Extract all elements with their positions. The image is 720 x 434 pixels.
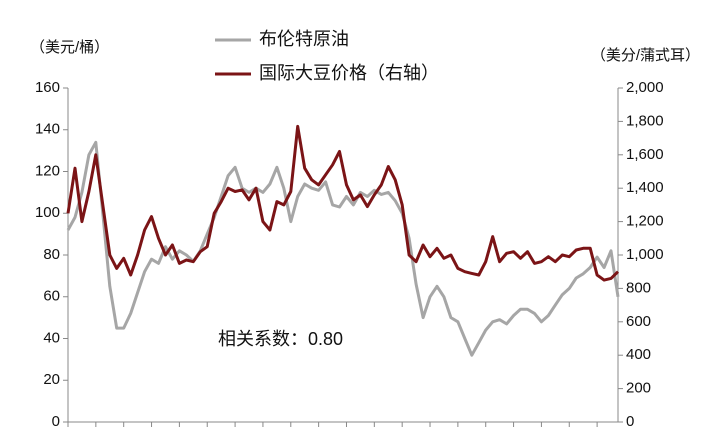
y-axis-title: （美元/桶）: [30, 39, 109, 56]
legend-label: 布伦特原油: [259, 29, 349, 49]
y2-axis-title: （美分/蒲式耳）: [591, 47, 700, 64]
y-tick-label: 100: [35, 204, 60, 221]
y-tick-label: 40: [43, 329, 60, 346]
y2-tick-label: 600: [626, 313, 651, 330]
y-tick-label: 60: [43, 288, 60, 305]
y2-tick-label: 800: [626, 279, 651, 296]
legend-label: 国际大豆价格（右轴）: [259, 63, 439, 83]
annotation: 相关系数：0.80: [218, 329, 343, 349]
series-line: [66, 124, 620, 282]
y2-tick-label: 1,400: [626, 179, 664, 196]
series-line: [66, 140, 620, 357]
y-tick-label: 120: [35, 162, 60, 179]
y-tick-label: 0: [52, 413, 60, 429]
y2-tick-label: 1,200: [626, 213, 664, 230]
y2-tick-label: 200: [626, 380, 651, 397]
y2-tick-label: 2,000: [626, 79, 664, 96]
y-tick-label: 80: [43, 246, 60, 263]
y2-tick-label: 0: [626, 413, 634, 429]
y2-tick-label: 1,000: [626, 246, 664, 263]
y-tick-label: 160: [35, 79, 60, 96]
y-tick-label: 140: [35, 121, 60, 138]
y-tick-label: 20: [43, 371, 60, 388]
y2-tick-label: 400: [626, 346, 651, 363]
y2-tick-label: 1,600: [626, 146, 664, 163]
y2-tick-label: 1,800: [626, 112, 664, 129]
